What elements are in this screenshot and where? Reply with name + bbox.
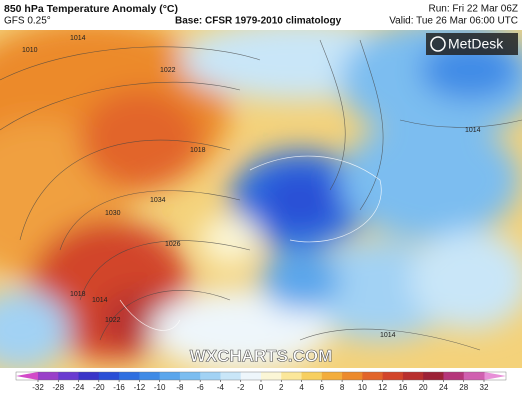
colorbar-tick-label: 12: [378, 383, 387, 392]
colorbar-tick-label: 28: [459, 383, 468, 392]
colorbar-tick-label: 32: [480, 383, 489, 392]
colorbar-tick-label: 6: [320, 383, 325, 392]
isobar-label: 1018: [70, 291, 86, 298]
map: 1010 1014 1022 1018 1030 1034 1026 1018 …: [0, 30, 522, 368]
colorbar-tick-label: 16: [398, 383, 407, 392]
watermark: WXCHARTS.COM: [190, 346, 333, 365]
colorbar-tick-label: -8: [176, 383, 184, 392]
isobar-label: 1022: [105, 317, 121, 324]
colorbar-arrow: [484, 372, 506, 380]
colorbar-segment: [402, 372, 424, 380]
colorbar-tick-label: 20: [419, 383, 428, 392]
colorbar-tick-label: -32: [32, 383, 44, 392]
colorbar-tick-label: -6: [197, 383, 205, 392]
colorbar-segment: [463, 372, 485, 380]
colorbar-segment: [342, 372, 363, 380]
title: 850 hPa Temperature Anomaly (°C): [4, 3, 178, 15]
colorbar-segment: [261, 372, 282, 380]
base: Base: CFSR 1979-2010 climatology: [175, 16, 342, 27]
colorbar-tick-label: -12: [134, 383, 146, 392]
colorbar-segment: [281, 372, 303, 380]
isobar-label: 1034: [150, 197, 166, 204]
valid: Valid: Tue 26 Mar 06:00 UTC: [389, 16, 518, 27]
isobar-label: 1014: [465, 127, 481, 134]
colorbar-tick-label: -24: [73, 383, 85, 392]
colorbar-tick-label: 8: [340, 383, 345, 392]
colorbar-arrow: [16, 372, 38, 380]
colorbar-segment: [139, 372, 161, 380]
isobar-label: 1014: [92, 297, 108, 304]
colorbar-tick-label: 24: [439, 383, 448, 392]
colorbar-tick-label: 0: [259, 383, 264, 392]
logo: MetDesk: [448, 36, 504, 52]
isobar-label: 1030: [105, 210, 121, 217]
colorbar-segment: [159, 372, 181, 380]
colorbar-segment: [423, 372, 444, 380]
logo-box: [426, 33, 518, 55]
colorbar-segment: [98, 372, 120, 380]
isobar-label: 1010: [22, 47, 38, 54]
colorbar-segment: [301, 372, 323, 380]
colorbar-tick-label: -28: [52, 383, 64, 392]
colorbar-segment: [362, 372, 384, 380]
isobar-label: 1014: [70, 35, 86, 42]
isobar-label: 1014: [380, 332, 396, 339]
colorbar-tick-label: 10: [358, 383, 367, 392]
colorbar-tick-label: -2: [237, 383, 245, 392]
colorbar-segment: [78, 372, 100, 380]
colorbar-segment: [119, 372, 140, 380]
colorbar-segment: [38, 372, 59, 380]
isobar-label: 1018: [190, 147, 206, 154]
isobar-label: 1026: [165, 241, 181, 248]
colorbar-tick-label: -20: [93, 383, 105, 392]
colorbar-tick-label: -4: [217, 383, 225, 392]
colorbar-segment: [443, 372, 465, 380]
colorbar-tick-label: -10: [154, 383, 166, 392]
colorbar-segment: [179, 372, 201, 380]
run: Run: Fri 22 Mar 06Z: [429, 4, 518, 15]
colorbar-segment: [321, 372, 343, 380]
colorbar-segment: [220, 372, 242, 380]
colorbar-tick-label: 4: [299, 383, 304, 392]
isobar-label: 1022: [160, 67, 176, 74]
colorbar-tick-label: -16: [113, 383, 125, 392]
colorbar-segment: [382, 372, 404, 380]
colorbar-segment: [240, 372, 262, 380]
colorbar: -32 -28 -24 -20 -16 -12 -10 -8 -6 -4 -2 0 2 4 6 8 10 12 16…: [15, 371, 507, 392]
colorbar-tick-label: 2: [279, 383, 284, 392]
colorbar-segment: [200, 372, 221, 380]
model: GFS 0.25°: [4, 16, 51, 27]
logo-icon: [430, 36, 446, 52]
colorbar-segment: [58, 372, 80, 380]
